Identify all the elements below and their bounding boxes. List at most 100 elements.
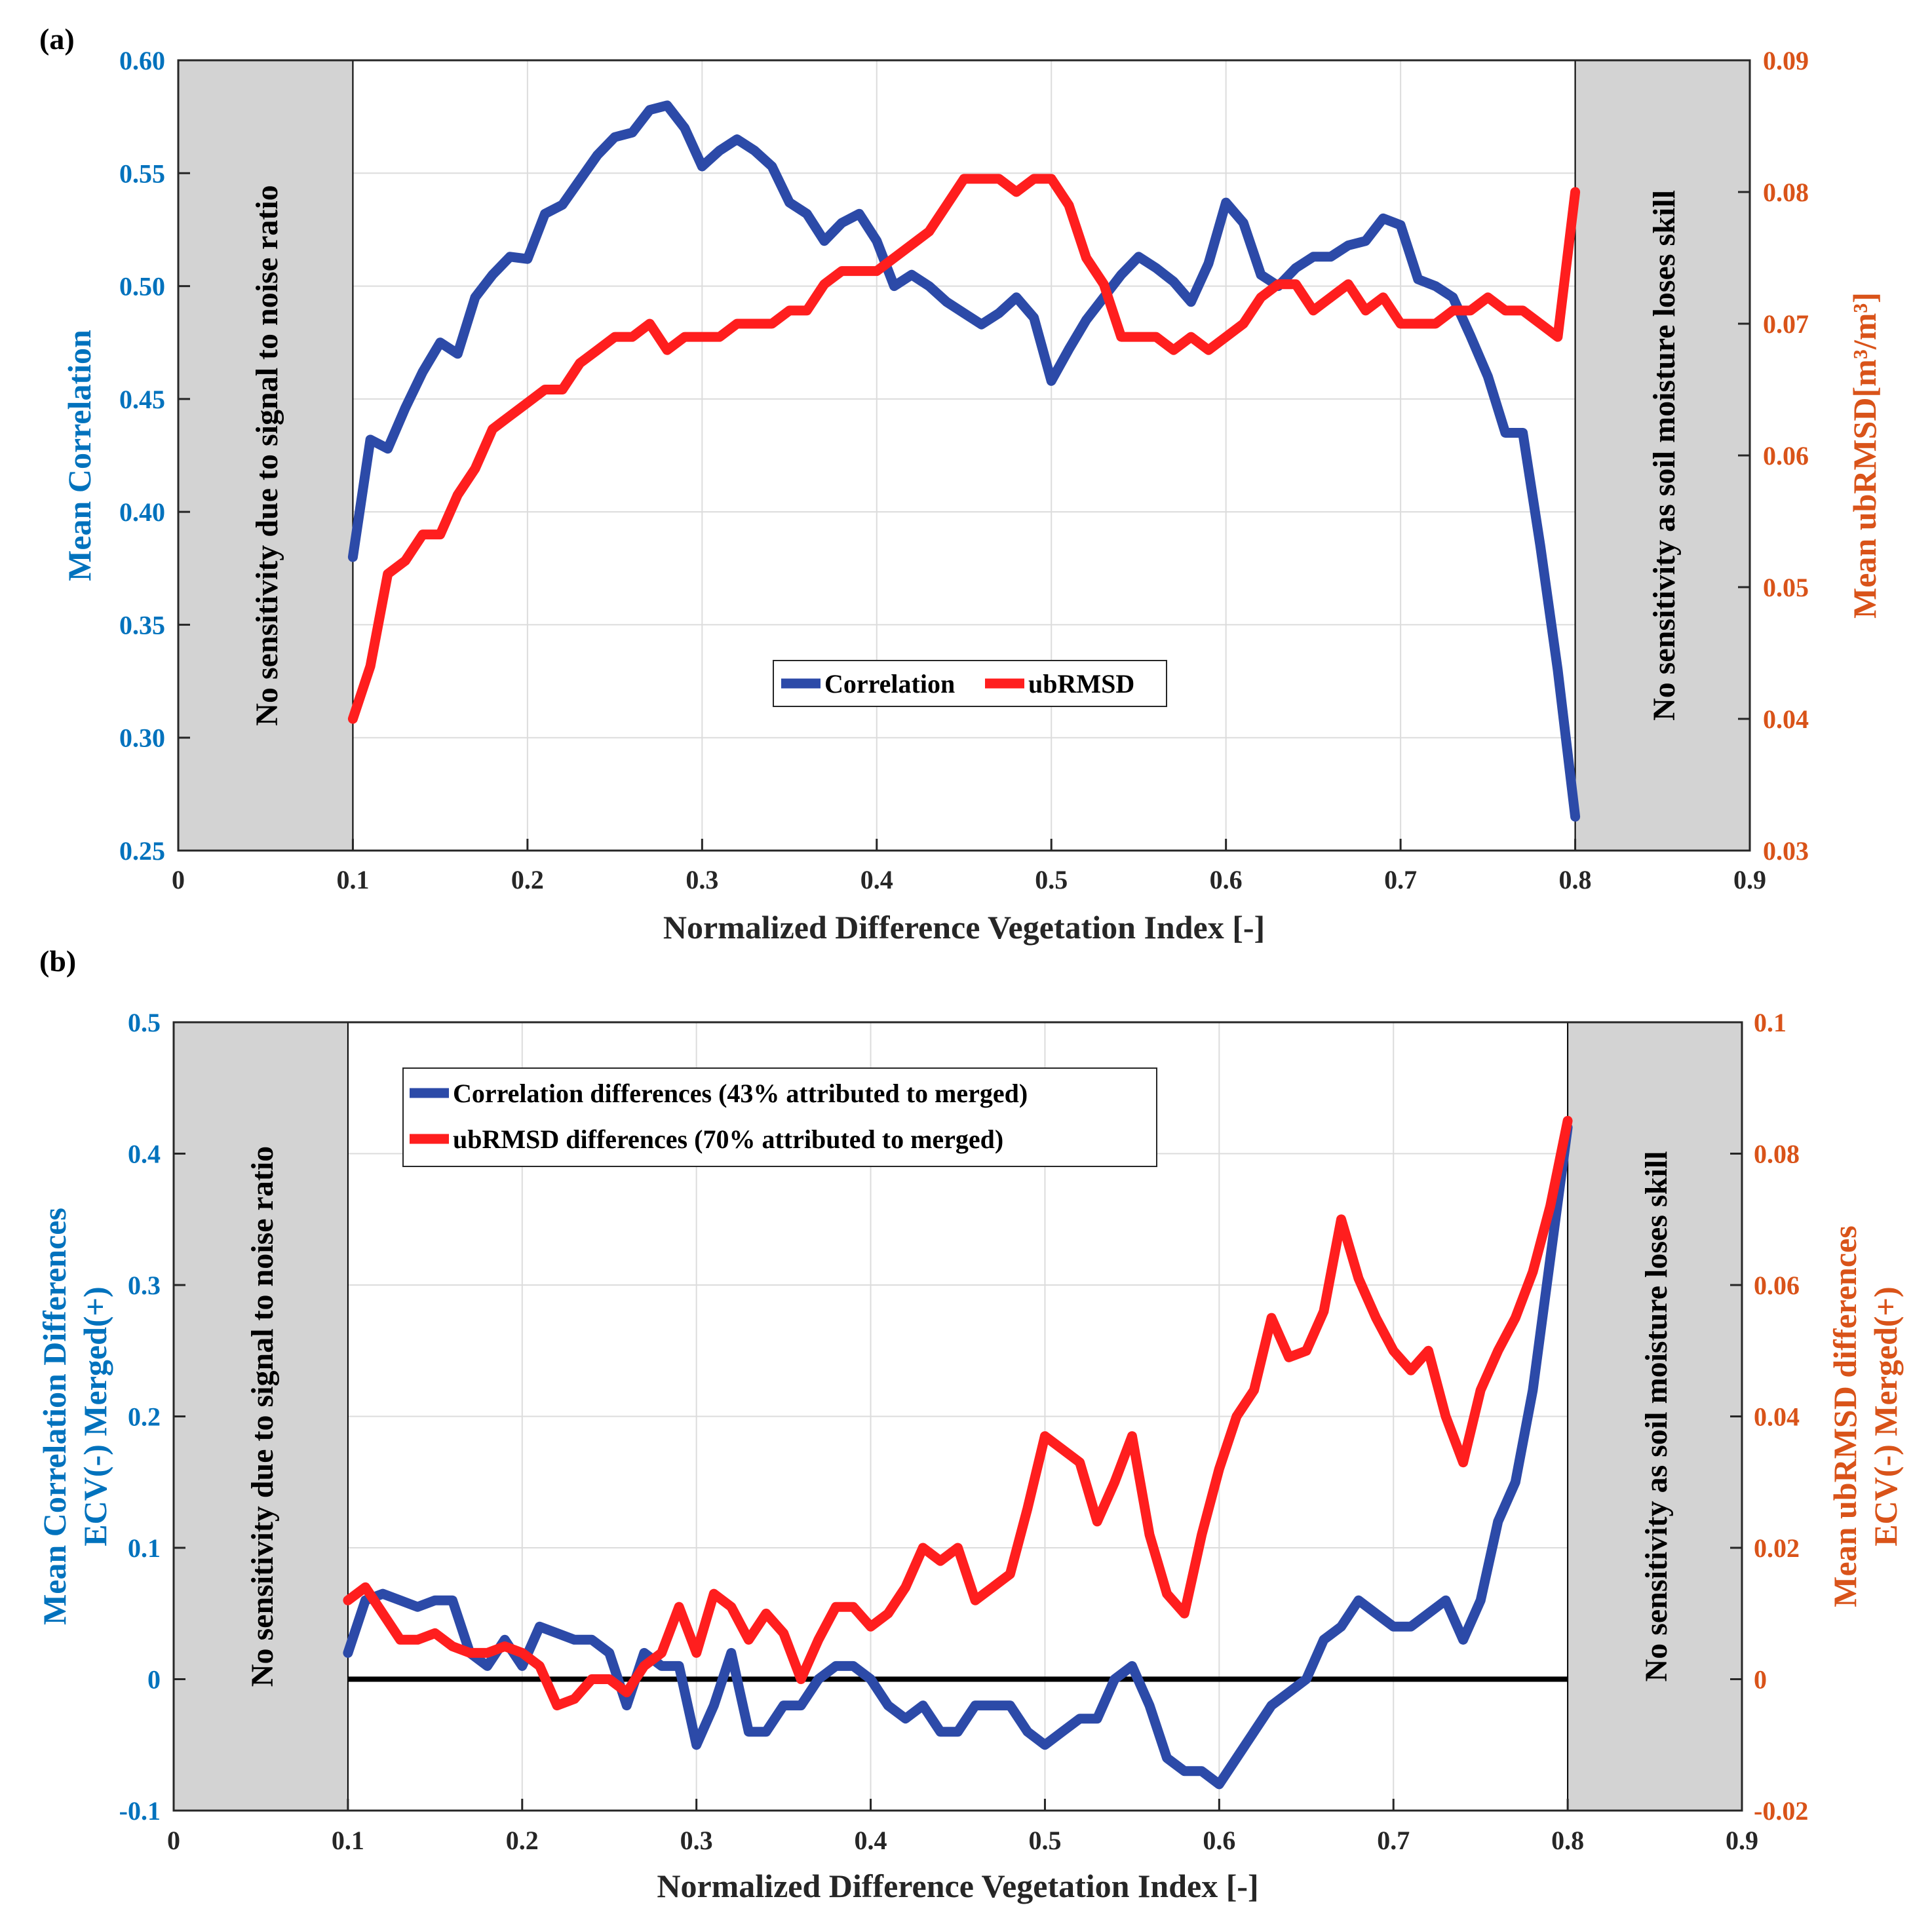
data-point xyxy=(400,1639,401,1640)
y-right-tick-label: 0.08 xyxy=(1763,178,1809,207)
data-point xyxy=(963,178,965,180)
data-point xyxy=(539,1626,540,1627)
data-point xyxy=(929,231,930,232)
data-point xyxy=(1358,1600,1359,1601)
panel-b: No sensitivity due to signal to noise ra… xyxy=(36,944,1904,1904)
data-point xyxy=(1236,1757,1237,1759)
data-point xyxy=(1236,1416,1237,1417)
data-point xyxy=(992,1586,994,1588)
data-point xyxy=(1550,1258,1551,1259)
data-point xyxy=(876,271,878,272)
y-right-tick-label: 0.05 xyxy=(1763,573,1809,602)
data-point xyxy=(1295,267,1296,269)
data-point xyxy=(957,1731,959,1733)
legend-label: ubRMSD differences (70% attributed to me… xyxy=(453,1124,1003,1154)
data-point xyxy=(452,1645,453,1647)
data-point xyxy=(562,204,563,206)
data-point xyxy=(1393,1350,1394,1351)
data-point xyxy=(1418,278,1419,280)
data-point xyxy=(1435,323,1436,324)
data-point xyxy=(748,1639,749,1640)
shaded-region-label-high: No sensitivity as soil moisture loses sk… xyxy=(1639,1151,1674,1682)
data-point xyxy=(545,213,546,214)
y-left-tick-label: -0.1 xyxy=(119,1796,161,1826)
data-point xyxy=(626,1692,627,1693)
data-point xyxy=(1190,336,1191,337)
plot-area xyxy=(178,60,1750,851)
x-tick-label: 0.8 xyxy=(1551,1826,1584,1855)
data-point xyxy=(382,1593,383,1594)
data-point xyxy=(789,310,790,311)
data-point xyxy=(922,1547,923,1548)
data-point xyxy=(1034,317,1035,318)
data-point xyxy=(1138,336,1139,337)
data-point xyxy=(1480,1600,1481,1601)
data-point xyxy=(1313,256,1314,258)
data-point xyxy=(632,336,633,337)
data-point xyxy=(963,313,965,314)
data-point xyxy=(748,1731,749,1733)
data-point xyxy=(440,342,441,343)
y-right-tick-label: 0.04 xyxy=(1754,1402,1800,1432)
data-point xyxy=(609,1652,610,1653)
data-point xyxy=(783,1632,784,1634)
panel-a: No sensitivity due to signal to noise ra… xyxy=(39,22,1883,946)
data-point xyxy=(754,323,755,324)
y-right-tick-label: 0.02 xyxy=(1754,1533,1800,1563)
data-point xyxy=(469,1652,471,1653)
x-tick-label: 0.4 xyxy=(855,1826,887,1855)
legend-box xyxy=(773,660,1167,707)
data-point xyxy=(1410,1370,1412,1371)
data-point xyxy=(661,1652,663,1653)
x-tick-label: 0.7 xyxy=(1377,1826,1410,1855)
data-point xyxy=(1463,1462,1464,1463)
data-point xyxy=(1103,284,1104,285)
data-point xyxy=(370,666,371,667)
data-point xyxy=(614,336,615,337)
x-tick-label: 0.7 xyxy=(1384,865,1417,894)
data-point xyxy=(1167,1757,1168,1759)
data-point xyxy=(417,1639,418,1640)
data-point xyxy=(1330,256,1332,258)
series-line-correlation xyxy=(347,100,1581,822)
data-point xyxy=(853,1665,854,1666)
data-point xyxy=(1557,336,1558,337)
data-point xyxy=(713,1705,714,1706)
data-point xyxy=(1155,267,1157,269)
data-point xyxy=(696,1744,697,1746)
data-point xyxy=(452,1600,453,1601)
data-point xyxy=(1243,323,1244,324)
data-point xyxy=(1208,349,1209,351)
data-point xyxy=(1079,1462,1081,1463)
data-point xyxy=(1260,297,1262,298)
data-point xyxy=(859,213,860,214)
data-point xyxy=(1243,222,1244,223)
data-point xyxy=(1149,1534,1150,1535)
data-point xyxy=(818,1679,819,1680)
data-point xyxy=(492,429,493,430)
y-right-axis-label: Mean ubRMSD[m³/m³] xyxy=(1846,292,1883,619)
data-point xyxy=(487,1652,488,1653)
data-point xyxy=(457,494,458,495)
data-point xyxy=(632,132,633,133)
data-point xyxy=(1068,204,1070,206)
data-point xyxy=(347,1652,349,1653)
data-point xyxy=(1086,258,1087,259)
y-left-tick-label: 0.40 xyxy=(119,497,165,527)
data-point xyxy=(404,560,406,562)
data-point xyxy=(509,415,511,417)
data-point xyxy=(1218,1784,1220,1785)
data-point xyxy=(765,1613,767,1614)
data-point xyxy=(713,1593,714,1594)
x-tick-label: 0.5 xyxy=(1035,865,1068,894)
data-point xyxy=(527,258,528,259)
data-point xyxy=(1016,297,1017,298)
data-point xyxy=(1305,1350,1307,1351)
y-left-tick-label: 0.45 xyxy=(119,385,165,414)
data-point xyxy=(457,353,458,355)
panel-label: (a) xyxy=(39,22,75,56)
data-point xyxy=(597,155,598,156)
data-point xyxy=(922,1705,923,1706)
data-point xyxy=(522,1652,523,1653)
shaded-region-low-ndvi xyxy=(178,60,354,851)
